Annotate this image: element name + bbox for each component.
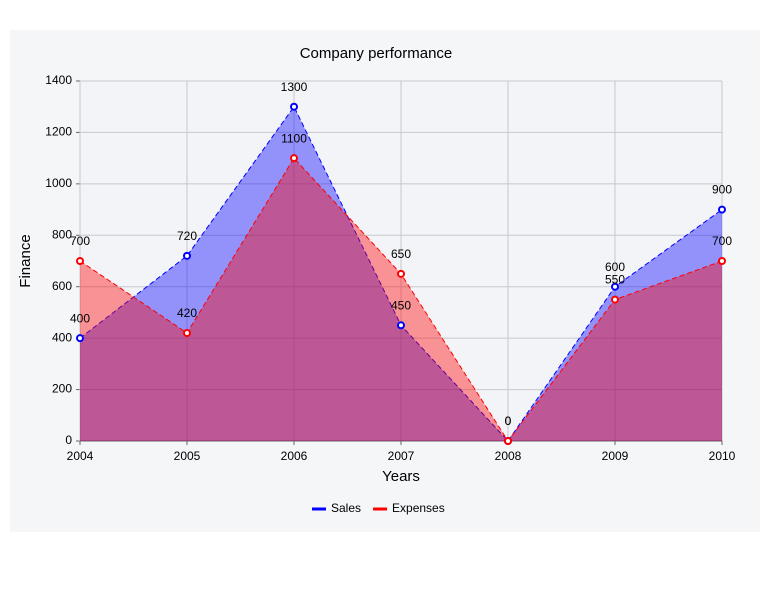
data-label: 550 [605,273,625,287]
data-point [718,257,726,265]
y-axis-title: Finance [17,234,34,287]
data-label: 1100 [281,131,307,145]
data-label: 420 [177,306,197,320]
data-label: 700 [712,234,732,248]
legend-label: Sales [331,501,361,515]
data-label: 720 [177,229,197,243]
x-tick-label: 2009 [602,449,629,463]
data-point [397,269,405,278]
x-tick-label: 2004 [67,449,94,463]
data-label: 600 [605,260,625,274]
x-tick-label: 2010 [709,449,736,463]
data-point [611,282,619,291]
y-tick-label: 1200 [45,125,72,139]
y-tick-label: 1000 [45,176,72,190]
data-point [504,437,512,445]
data-point [76,257,84,265]
data-point [183,329,191,337]
data-point [718,205,726,214]
data-point [611,295,619,304]
data-point [76,334,84,343]
data-label: 0 [505,414,512,428]
x-axis-title: Years [382,468,420,485]
chart-title: Company performance [300,45,453,62]
x-tick-label: 2006 [281,449,308,463]
data-point [290,102,298,111]
data-label: 450 [391,298,411,312]
legend-label: Expenses [392,501,445,515]
data-label: 0 [505,414,512,428]
data-point [290,154,298,163]
x-tick-label: 2008 [495,449,522,463]
data-label: 400 [70,311,90,325]
x-tick-label: 2007 [388,449,415,463]
y-tick-label: 1400 [45,73,72,87]
y-tick-label: 400 [52,330,72,344]
data-point [397,321,405,330]
data-label: 1300 [281,80,308,94]
area-fill [80,158,722,441]
y-tick-label: 600 [52,279,72,293]
data-point [183,251,191,260]
x-tick-label: 2005 [174,449,201,463]
y-tick-label: 200 [52,382,72,396]
y-tick-label: 0 [65,433,72,447]
area-fill [80,106,722,441]
y-tick-label: 800 [52,227,72,241]
data-label: 700 [70,234,90,248]
data-label: 650 [391,247,411,261]
data-label: 900 [712,183,732,197]
